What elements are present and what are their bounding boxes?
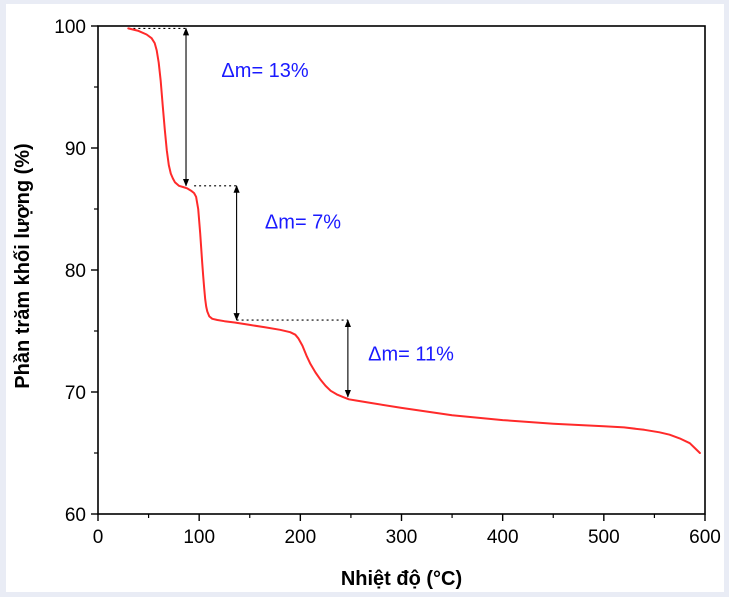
chart-frame: 0 100 200 300 400 500 600 60 70 80 90 100 Nhiệt độ (… xyxy=(6,4,724,592)
mass-loss-label: Δm= 11% xyxy=(368,343,454,365)
x-tick-label: 500 xyxy=(588,527,620,548)
x-tick-label: 200 xyxy=(284,527,316,548)
y-tick-label: 60 xyxy=(65,505,86,526)
x-tick-label: 0 xyxy=(93,527,104,548)
y-tick-label: 100 xyxy=(54,17,86,38)
mass-loss-label: Δm= 13% xyxy=(221,60,309,82)
mass-loss-curve xyxy=(127,27,701,454)
tga-chart: 0 100 200 300 400 500 600 60 70 80 90 100 Nhiệt độ (… xyxy=(12,17,721,590)
x-tick-label: 300 xyxy=(386,527,418,548)
x-tick-label: 100 xyxy=(183,527,215,548)
y-tick-label: 90 xyxy=(65,139,86,160)
y-axis-title: Phần trăm khối lượng (%) xyxy=(12,143,34,388)
x-tick-label: 600 xyxy=(689,527,721,548)
x-tick-label: 400 xyxy=(487,527,519,548)
mass-loss-label: Δm= 7% xyxy=(265,212,341,234)
x-axis-title: Nhiệt độ (°C) xyxy=(341,568,462,590)
y-tick-label: 70 xyxy=(65,383,86,404)
y-tick-label: 80 xyxy=(65,261,86,282)
plot-area-border xyxy=(97,25,706,515)
